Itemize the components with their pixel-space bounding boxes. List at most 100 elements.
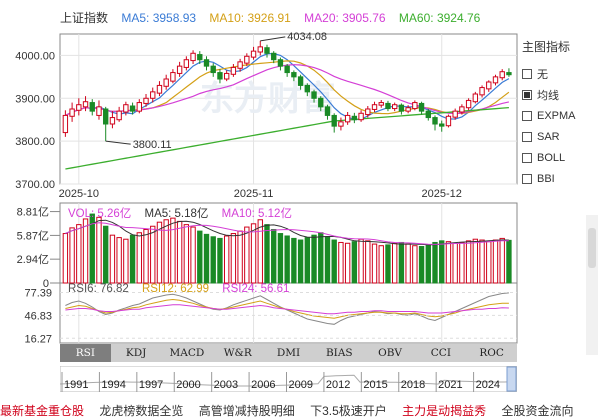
volume-bar bbox=[479, 239, 485, 284]
volume-tick-label: 0 bbox=[43, 278, 49, 290]
volume-bar bbox=[432, 241, 438, 284]
option-checkbox[interactable] bbox=[522, 131, 532, 142]
x-axis-label: 2025-11 bbox=[234, 188, 274, 200]
volume-bar bbox=[297, 239, 304, 284]
candle-body bbox=[109, 117, 116, 125]
candle-body bbox=[237, 61, 243, 69]
volume-bar bbox=[150, 225, 156, 284]
indicator-tab[interactable]: RSI bbox=[60, 344, 111, 362]
volume-bar bbox=[412, 245, 418, 284]
volume-bar bbox=[223, 235, 230, 284]
candle-body bbox=[358, 112, 364, 121]
kline-chart[interactable]: 东方财富 4000.00 3900.00 3800.00 3700.00 2025-1… bbox=[0, 30, 598, 420]
indicator-tab[interactable]: OBV bbox=[378, 347, 403, 359]
link-dragon-tiger[interactable]: 龙虎榜数据全览 bbox=[99, 404, 184, 418]
timeline-range-handle[interactable] bbox=[506, 366, 517, 392]
candle-body bbox=[203, 59, 210, 67]
candle-body bbox=[398, 104, 405, 112]
volume-header: VOL: 5.26亿 MA5: 5.18亿 MA10: 5.12亿 bbox=[68, 205, 302, 221]
volume-y-ticks: 8.81亿 5.87亿 2.94亿 0 bbox=[17, 206, 60, 290]
candle-body bbox=[76, 104, 82, 111]
volume-tick-label: 5.87亿 bbox=[17, 229, 49, 242]
volume-bar bbox=[217, 237, 223, 284]
timeline-navigator[interactable]: 1991 1994 1997 2000 2003 2006 2009 2012 2015 2018… bbox=[60, 366, 517, 392]
indicator-option[interactable]: 均线 bbox=[522, 84, 598, 105]
option-checkbox[interactable] bbox=[522, 68, 532, 79]
option-label: 无 bbox=[537, 68, 548, 81]
vol-ma10-line bbox=[65, 222, 509, 245]
link-account-open[interactable]: 下3.5极速开户 bbox=[310, 404, 387, 418]
option-checkbox[interactable] bbox=[522, 110, 532, 121]
volume-bar bbox=[486, 241, 492, 284]
candle-body bbox=[129, 105, 136, 112]
candle-body bbox=[116, 110, 122, 121]
indicator-option[interactable]: BBI bbox=[522, 168, 598, 189]
candle-body bbox=[405, 107, 411, 112]
volume-bar bbox=[210, 236, 216, 284]
link-main-force[interactable]: 主力是动揭益秀 bbox=[402, 404, 487, 418]
rsi6-value: RSI6: 76.82 bbox=[68, 283, 129, 295]
indicator-option[interactable]: 无 bbox=[522, 63, 598, 84]
option-checkbox[interactable] bbox=[522, 173, 532, 184]
rsi-tick-label: 77.39 bbox=[24, 287, 52, 299]
volume-bar bbox=[392, 242, 398, 284]
candle-body bbox=[344, 114, 351, 123]
candle-body bbox=[506, 72, 512, 76]
candle-body bbox=[284, 65, 290, 74]
rsi-lines bbox=[65, 292, 509, 325]
volume-bar bbox=[176, 220, 183, 284]
volume-bar bbox=[304, 237, 311, 284]
timeline-frame bbox=[60, 366, 517, 392]
timeline-history-line bbox=[60, 374, 517, 387]
volume-bar bbox=[123, 238, 129, 284]
volume-bar bbox=[136, 232, 142, 284]
candle-body bbox=[277, 59, 284, 67]
x-axis-label: 2025-10 bbox=[59, 188, 99, 200]
indicator-option[interactable]: EXPMA bbox=[522, 105, 598, 126]
volume-bar bbox=[163, 219, 169, 284]
timeline-year-label: 2006 bbox=[251, 379, 275, 391]
volume-bar bbox=[197, 230, 203, 284]
annotations: 4034.08 3800.11 bbox=[105, 31, 327, 151]
option-label: SAR bbox=[537, 130, 560, 143]
indicator-option[interactable]: SAR bbox=[522, 126, 598, 147]
right-scrollbar-thumb[interactable] bbox=[588, 228, 596, 268]
volume-bar bbox=[492, 239, 499, 284]
option-checkbox[interactable] bbox=[522, 152, 532, 163]
indicator-tab[interactable]: MACD bbox=[169, 347, 205, 359]
volume-bar bbox=[459, 241, 465, 284]
candle-body bbox=[103, 108, 109, 125]
candle-body bbox=[82, 101, 89, 108]
indicator-tab[interactable]: DMI bbox=[276, 347, 301, 359]
indicator-tab[interactable]: CCI bbox=[430, 347, 451, 359]
option-checkbox[interactable] bbox=[522, 89, 532, 100]
candle-body bbox=[156, 84, 163, 94]
link-capital-flow[interactable]: 全股资金流向 bbox=[501, 404, 574, 418]
volume-bar bbox=[203, 233, 210, 284]
indicator-tab[interactable]: W&R bbox=[223, 347, 252, 359]
volume-bar bbox=[82, 218, 89, 284]
indicator-option[interactable]: BOLL bbox=[522, 147, 598, 168]
volume-bar bbox=[385, 244, 391, 284]
low-pointer bbox=[105, 140, 131, 145]
volume-bars bbox=[62, 213, 512, 284]
indicator-tab[interactable]: ROC bbox=[479, 347, 504, 359]
candle-body bbox=[291, 72, 297, 78]
volume-bar bbox=[129, 234, 136, 284]
volume-bar bbox=[277, 233, 284, 284]
y-tick-label: 3800.00 bbox=[15, 136, 55, 148]
volume-bar bbox=[425, 244, 431, 284]
candle-body bbox=[271, 52, 277, 61]
volume-bar bbox=[351, 241, 358, 284]
candle-body bbox=[338, 121, 344, 127]
indicator-tab[interactable]: KDJ bbox=[125, 347, 147, 359]
candle-body bbox=[439, 123, 445, 127]
link-fund-holdings[interactable]: 最新基金重仓股 bbox=[0, 404, 85, 418]
candle-body bbox=[392, 104, 398, 110]
indicator-header: 上证指数 MA5: 3958.93 MA10: 3926.91 MA20: 39… bbox=[60, 9, 490, 25]
candle-body bbox=[183, 59, 190, 68]
vol-ma10: MA10: 5.12亿 bbox=[221, 208, 292, 220]
volume-bar bbox=[244, 226, 250, 284]
link-executive-trades[interactable]: 高管增减持股明细 bbox=[198, 404, 295, 418]
indicator-tab[interactable]: BIAS bbox=[325, 347, 353, 359]
